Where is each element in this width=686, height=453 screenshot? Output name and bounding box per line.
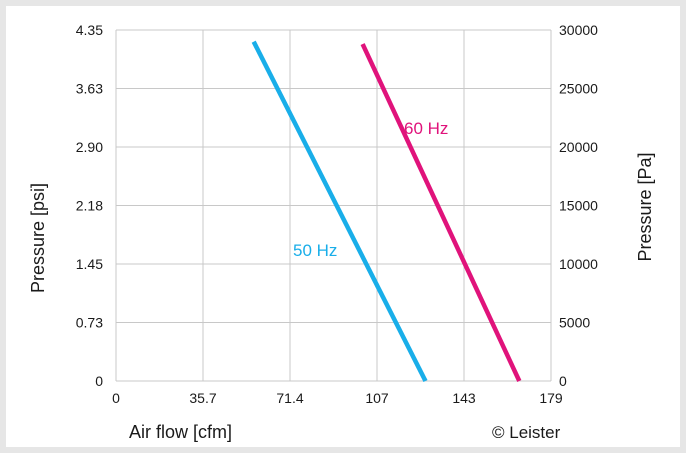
y-left-tick-label: 3.63 [76, 81, 103, 97]
x-tick-labels: 0 35.7 71.4 107 143 179 [112, 390, 563, 406]
y-right-tick-label: 15000 [559, 198, 598, 214]
y-right-tick-labels: 0 5000 10000 15000 20000 25000 30000 [559, 22, 598, 389]
y-left-tick-label: 1.45 [76, 256, 103, 272]
series-line-50-hz [251, 40, 428, 383]
y-right-tick-label: 25000 [559, 81, 598, 97]
chart-svg: 50 Hz 60 Hz 0 35.7 71.4 107 143 179 0 0.73 1.45 2… [28, 22, 655, 442]
x-tick-label: 35.7 [189, 390, 216, 406]
y-right-tick-label: 20000 [559, 139, 598, 155]
y-right-tick-label: 30000 [559, 22, 598, 38]
y-left-tick-labels: 0 0.73 1.45 2.18 2.90 3.63 4.35 [76, 22, 103, 389]
x-tick-label: 107 [365, 390, 389, 406]
x-tick-label: 179 [539, 390, 563, 406]
copyright-credit: © Leister [492, 423, 561, 442]
y-left-tick-label: 0.73 [76, 315, 103, 331]
y-left-axis-title: Pressure [psi] [28, 183, 48, 293]
y-right-tick-label: 5000 [559, 315, 590, 331]
y-left-tick-label: 2.90 [76, 139, 103, 155]
chart-frame: 50 Hz 60 Hz 0 35.7 71.4 107 143 179 0 0.73 1.45 2… [6, 6, 680, 447]
series-label-60-hz: 60 Hz [404, 119, 448, 138]
series-group: 50 Hz 60 Hz [251, 40, 522, 383]
y-left-tick-label: 2.18 [76, 198, 103, 214]
y-right-tick-label: 0 [559, 373, 567, 389]
y-left-tick-label: 0 [95, 373, 103, 389]
y-right-tick-label: 10000 [559, 256, 598, 272]
y-left-tick-label: 4.35 [76, 22, 103, 38]
series-label-50-hz: 50 Hz [293, 241, 337, 260]
series-line-60-hz [360, 43, 522, 382]
x-tick-label: 143 [452, 390, 476, 406]
y-right-axis-title: Pressure [Pa] [635, 152, 655, 261]
x-tick-label: 71.4 [276, 390, 303, 406]
x-tick-label: 0 [112, 390, 120, 406]
grid [115, 29, 552, 382]
x-axis-title: Air flow [cfm] [129, 422, 232, 442]
